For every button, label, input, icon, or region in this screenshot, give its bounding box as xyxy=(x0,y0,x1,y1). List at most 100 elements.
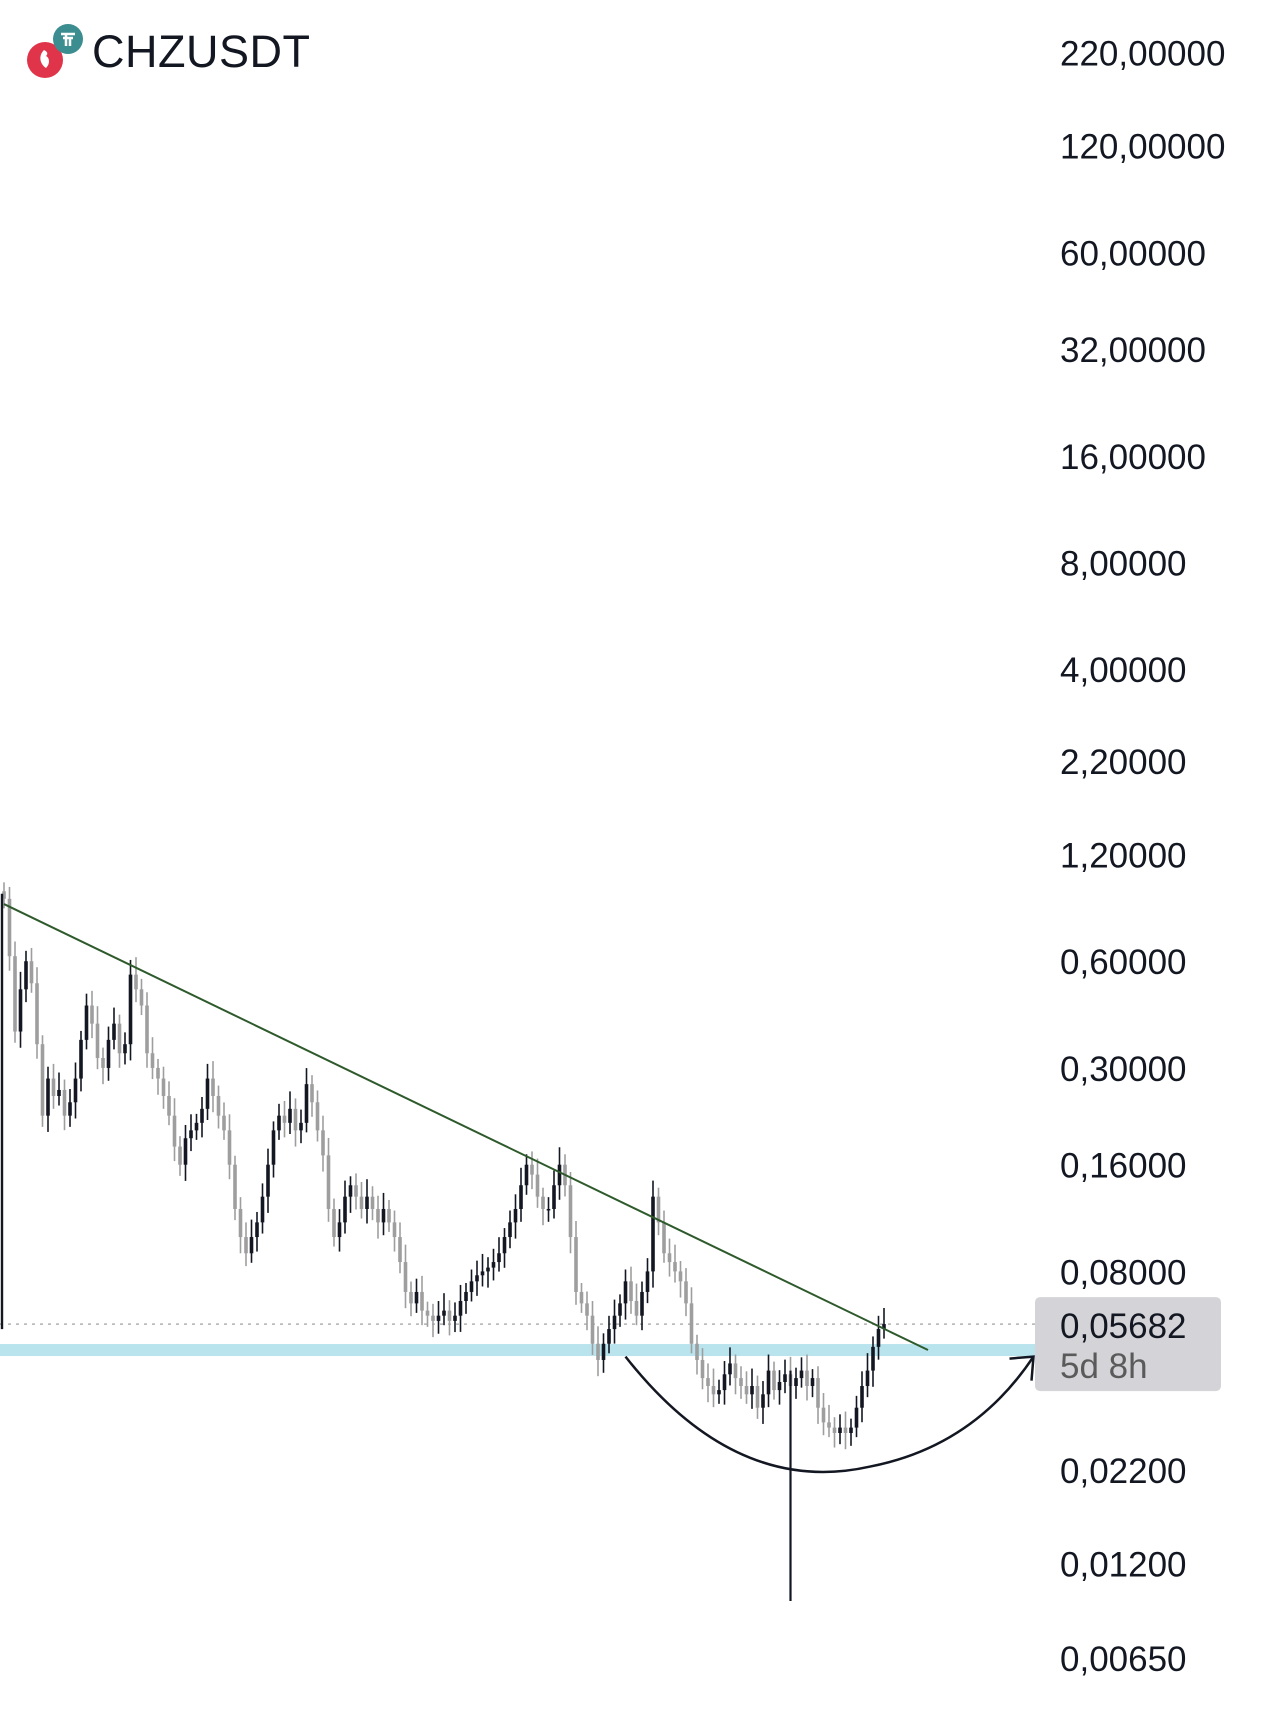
candle-body xyxy=(541,1196,545,1209)
candle-body xyxy=(392,1222,397,1238)
candle-body xyxy=(244,1237,248,1254)
candle-body xyxy=(260,1196,265,1223)
candle-body xyxy=(282,1115,287,1123)
candle-body xyxy=(145,1005,149,1054)
candle-body xyxy=(739,1378,743,1386)
candle-body xyxy=(629,1281,633,1302)
chili-icon xyxy=(40,50,49,68)
candle-body xyxy=(799,1370,804,1379)
candle-body xyxy=(95,1023,100,1058)
candle-body xyxy=(222,1115,226,1131)
candle-body xyxy=(750,1385,754,1395)
candle-body xyxy=(161,1078,166,1096)
candle-body xyxy=(381,1208,386,1223)
candle-body xyxy=(249,1237,254,1254)
y-tick-label: 0,00650 xyxy=(1060,1640,1187,1679)
candle-body xyxy=(337,1222,342,1238)
candle-body xyxy=(2,891,6,899)
candle-body xyxy=(821,1407,826,1423)
candle-body xyxy=(205,1078,210,1109)
candle-body xyxy=(761,1394,765,1408)
candle-body xyxy=(304,1084,309,1123)
candle-body xyxy=(865,1370,870,1386)
candle-body xyxy=(695,1343,699,1360)
candle-body xyxy=(277,1115,281,1131)
candle-body xyxy=(128,974,133,1045)
candle-body xyxy=(40,1044,45,1116)
candle-body xyxy=(266,1164,270,1197)
candle-body xyxy=(13,956,17,1032)
candle-body xyxy=(343,1196,347,1223)
rounded-bottom-arc xyxy=(624,1355,1035,1474)
candle-body xyxy=(552,1185,556,1209)
candle-body xyxy=(816,1378,820,1408)
symbol-header[interactable]: CHZUSDT xyxy=(24,22,310,82)
candle-body xyxy=(233,1164,237,1209)
y-tick-label: 220,00000 xyxy=(1060,34,1225,73)
candle-body xyxy=(497,1253,501,1263)
candle-body xyxy=(524,1164,529,1186)
candle-body xyxy=(486,1267,490,1272)
candle-body xyxy=(101,1057,105,1068)
price-tag-background xyxy=(1035,1297,1221,1392)
y-tick-label: 120,00000 xyxy=(1060,128,1225,167)
candle-body xyxy=(777,1381,782,1391)
candle-body xyxy=(359,1196,364,1209)
candle-body xyxy=(794,1378,798,1386)
candle-body xyxy=(535,1174,540,1197)
candle-body xyxy=(728,1363,732,1375)
candle-body xyxy=(414,1291,419,1304)
candle-body xyxy=(18,989,23,1032)
candle-body xyxy=(211,1078,215,1096)
candle-body xyxy=(574,1237,578,1292)
candle-body xyxy=(612,1315,617,1330)
candle-body xyxy=(293,1108,298,1131)
candle-body xyxy=(871,1346,875,1371)
candle-body xyxy=(216,1096,221,1116)
candle-body xyxy=(24,961,28,990)
candle-body xyxy=(464,1291,468,1302)
candle-body xyxy=(79,1039,83,1079)
candle-body xyxy=(35,983,39,1045)
support-band xyxy=(0,1344,1035,1357)
candle-body xyxy=(167,1096,171,1116)
candle-body xyxy=(299,1122,303,1131)
candle-body xyxy=(436,1315,441,1321)
candle-body xyxy=(684,1281,688,1304)
candle-body xyxy=(832,1427,837,1434)
y-tick-label: 0,16000 xyxy=(1060,1147,1187,1186)
candle-body xyxy=(843,1427,848,1434)
candle-body xyxy=(321,1130,325,1156)
candle-body xyxy=(370,1196,375,1209)
candle-body xyxy=(596,1343,600,1360)
candle-body xyxy=(590,1315,595,1344)
candle-body xyxy=(134,974,138,990)
candle-body xyxy=(46,1078,50,1116)
candle-body xyxy=(733,1363,738,1379)
last-price-tag: 0,05682 5d 8h xyxy=(1035,1297,1221,1392)
candle-body xyxy=(365,1196,369,1209)
candle-body xyxy=(805,1370,809,1386)
candle-body xyxy=(772,1370,776,1391)
candle-body xyxy=(480,1271,485,1276)
candle-body xyxy=(882,1324,886,1330)
candle-body xyxy=(139,989,144,1006)
candle-body xyxy=(722,1374,727,1391)
candle-body xyxy=(519,1185,523,1209)
candle-body xyxy=(194,1122,199,1131)
candle-body xyxy=(667,1253,672,1263)
candle-body xyxy=(645,1271,650,1292)
candle-body xyxy=(810,1378,815,1386)
candle-body xyxy=(656,1196,661,1223)
y-tick-label: 0,02200 xyxy=(1060,1452,1187,1491)
candle-body xyxy=(57,1089,61,1096)
candle-body xyxy=(106,1039,111,1068)
price-axis[interactable]: 220,00000 120,00000 60,00000 32,00000 16,000… xyxy=(1060,34,1225,1715)
y-tick-label: 8,00000 xyxy=(1060,545,1187,584)
candle-body xyxy=(189,1130,193,1139)
y-tick-label: 0,01200 xyxy=(1060,1545,1187,1584)
candle-body xyxy=(409,1291,413,1304)
candle-body xyxy=(579,1291,584,1304)
candle-body xyxy=(662,1222,666,1254)
